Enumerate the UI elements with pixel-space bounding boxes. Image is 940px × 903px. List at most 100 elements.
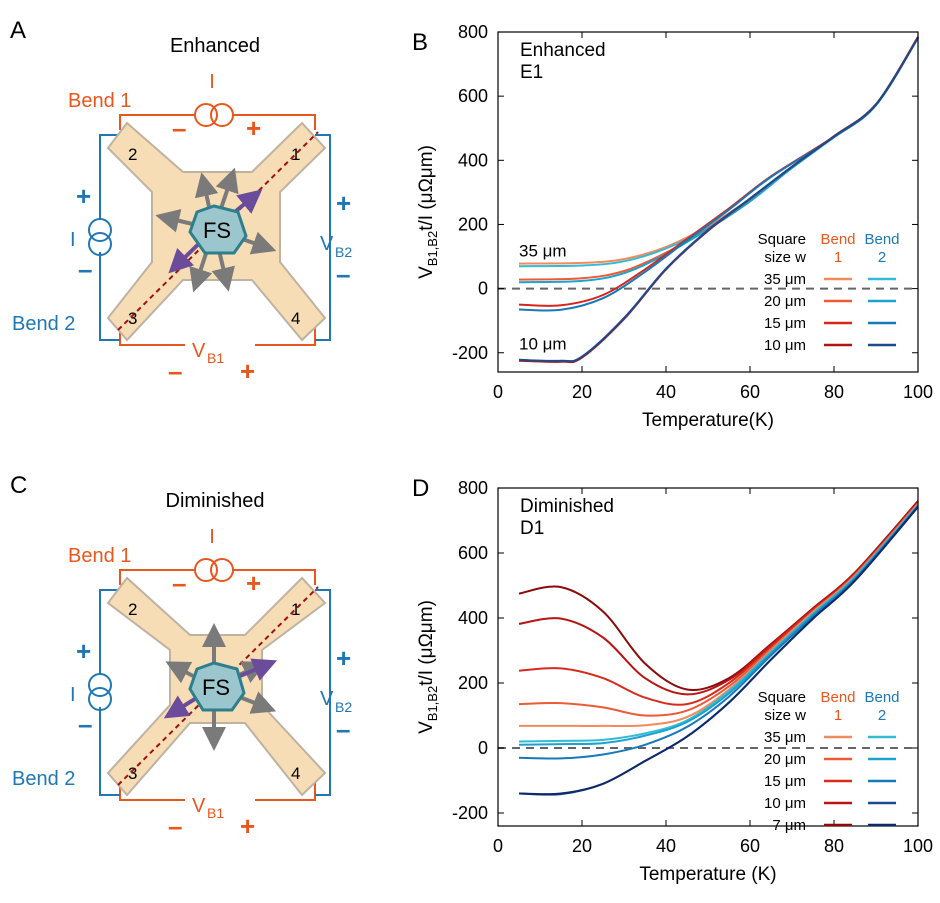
vb1-plus: + xyxy=(240,356,255,386)
legend-header-left: Square xyxy=(758,689,806,706)
y-tick-label: 400 xyxy=(458,608,488,628)
series-line xyxy=(518,37,919,363)
series-line xyxy=(518,501,919,706)
annotation: 10 μm xyxy=(519,335,567,354)
chart-heading: Enhanced xyxy=(520,40,606,61)
y-tick-label: -200 xyxy=(452,343,488,363)
legend-row-label: 7 μm xyxy=(772,817,806,834)
x-axis-label: Temperature(K) xyxy=(642,410,774,431)
chart-heading: E1 xyxy=(520,62,543,83)
y-tick-label: 200 xyxy=(458,673,488,693)
series-line xyxy=(518,36,919,281)
x-tick-label: 100 xyxy=(903,382,933,402)
vb2-main: V xyxy=(320,688,334,710)
panel-c-title: Diminished xyxy=(166,490,265,512)
legend-header-bend2: 2 xyxy=(878,707,886,724)
contact-3: 3 xyxy=(128,764,137,783)
y-tick-label: 800 xyxy=(458,478,488,498)
legend-row-label: 20 μm xyxy=(764,751,806,768)
series-line xyxy=(518,506,919,796)
contact-1: 1 xyxy=(291,600,300,619)
chart-heading: D1 xyxy=(520,518,544,539)
y-axis-label: VB1,B2t/I (μΩμm) xyxy=(416,145,440,279)
x-tick-label: 40 xyxy=(656,382,676,402)
fermi-surface xyxy=(188,661,246,712)
legend-header-bend2: Bend xyxy=(864,689,899,706)
x-tick-label: 40 xyxy=(656,836,676,856)
y-tick-label: 400 xyxy=(458,150,488,170)
legend-header-bend1: 1 xyxy=(834,707,842,724)
legend-row-label: 15 μm xyxy=(764,773,806,790)
vb1-sub: B1 xyxy=(207,805,224,821)
y-tick-label: 200 xyxy=(458,214,488,234)
vb1-main: V xyxy=(192,795,206,817)
bend2-circuit xyxy=(88,589,331,796)
legend-header-bend2: Bend xyxy=(864,231,899,248)
panel-letter: D xyxy=(412,475,429,502)
y-tick-label: 600 xyxy=(458,543,488,563)
contact-4: 4 xyxy=(291,309,300,328)
x-tick-label: 0 xyxy=(493,836,503,856)
vb2-minus: – xyxy=(336,714,350,744)
x-tick-label: 60 xyxy=(740,836,760,856)
vb1-label: V B1 xyxy=(185,332,255,366)
diagonal-path xyxy=(117,586,319,786)
bend1-label: Bend 1 xyxy=(68,90,131,112)
x-tick-label: 80 xyxy=(824,382,844,402)
bend2-label: Bend 2 xyxy=(12,313,75,335)
legend-header-left: size w xyxy=(764,707,806,724)
bend1-minus: – xyxy=(172,113,186,143)
bend2-plus-left: + xyxy=(76,181,91,211)
vb2-main: V xyxy=(320,233,334,255)
vb1-sub: B1 xyxy=(207,350,224,366)
fs-label: FS xyxy=(203,218,231,243)
series-line xyxy=(518,37,919,312)
legend-row-label: 35 μm xyxy=(764,729,806,746)
bend2-minus-left: – xyxy=(78,709,92,739)
legend-header-left: size w xyxy=(764,249,806,266)
vb2-plus: + xyxy=(336,643,351,673)
annotation: 35 μm xyxy=(519,242,567,261)
series-line xyxy=(518,37,919,284)
series-line xyxy=(518,505,919,760)
series-line xyxy=(518,36,919,265)
bend2-minus-left: – xyxy=(78,254,92,284)
vb1-minus: – xyxy=(168,356,182,386)
x-tick-label: 20 xyxy=(572,836,592,856)
panel-c-schematic: C Diminished Bend 1 I – + V B1 – + + I – xyxy=(10,472,352,841)
x-tick-label: 100 xyxy=(903,836,933,856)
bend2-current-label: I xyxy=(70,684,76,706)
plot-frame xyxy=(497,487,919,827)
chart-heading: Diminished xyxy=(520,496,614,517)
y-tick-label: 600 xyxy=(458,86,488,106)
y-tick-label: 800 xyxy=(458,22,488,42)
panel-letter: B xyxy=(412,29,428,56)
series-line xyxy=(518,500,919,692)
x-tick-label: 60 xyxy=(740,382,760,402)
vb2-sub: B2 xyxy=(335,699,352,715)
bend2-plus-left: + xyxy=(76,636,91,666)
vb1-main: V xyxy=(192,340,206,362)
panel-a-title: Enhanced xyxy=(170,35,260,57)
y-axis-label: VB1,B2t/I (μΩμm) xyxy=(416,600,440,734)
vb2-sub: B2 xyxy=(335,244,352,260)
x-axis-label: Temperature (K) xyxy=(639,864,776,885)
bend1-minus: – xyxy=(172,568,186,598)
contact-1: 1 xyxy=(291,145,300,164)
x-tick-label: 20 xyxy=(572,382,592,402)
y-tick-label: 0 xyxy=(478,738,488,758)
x-tick-label: 80 xyxy=(824,836,844,856)
chart-b: B0 20 40 60 80 100-2000200400600800Temperatur… xyxy=(412,22,933,431)
legend-row-label: 10 μm xyxy=(764,337,806,354)
panel-a-schematic: A Enhanced Bend 1 I – + V B1 – + + xyxy=(10,17,352,386)
legend-header-bend1: 1 xyxy=(834,249,842,266)
plot-frame xyxy=(497,31,919,373)
vb2-plus: + xyxy=(336,188,351,218)
diagonal-path xyxy=(117,131,319,331)
legend-row-label: 20 μm xyxy=(764,293,806,310)
series-line xyxy=(518,36,919,364)
series-line xyxy=(518,500,919,696)
vb1-minus: – xyxy=(168,811,182,841)
panel-letter-c: C xyxy=(10,472,27,499)
